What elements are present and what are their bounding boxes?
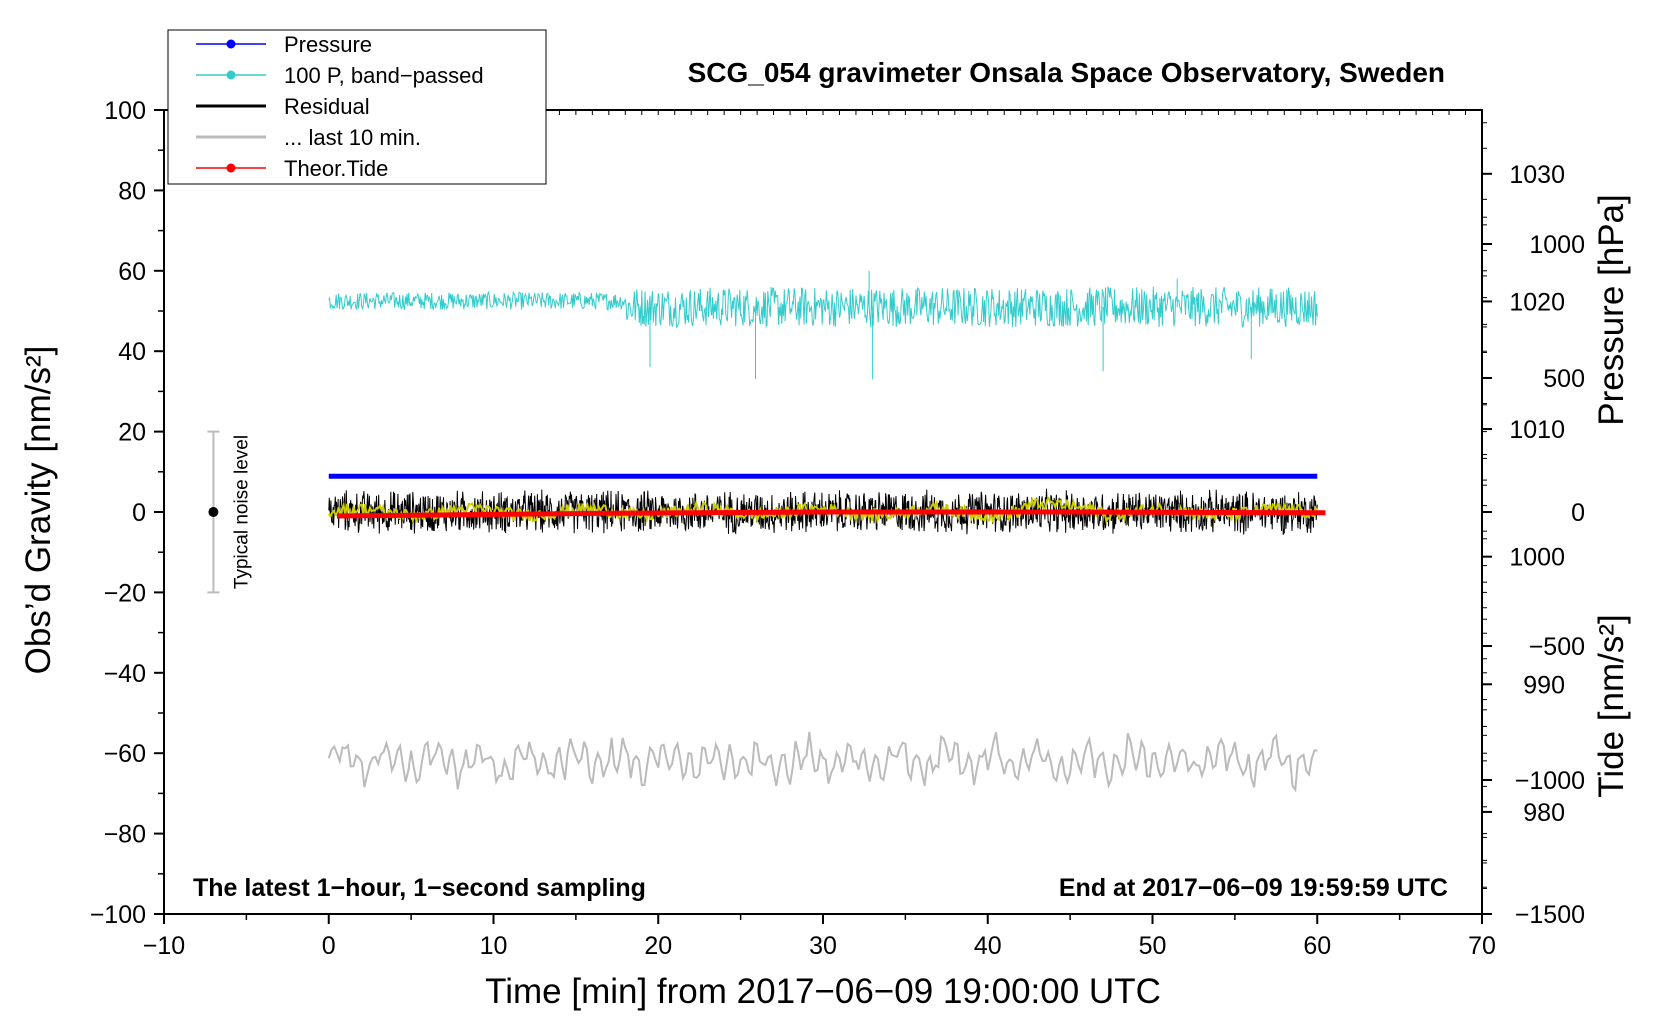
x-tick-label: 0 xyxy=(322,932,336,960)
y-tick-label: −100 xyxy=(90,901,146,929)
y-axis-gravity: 100 80 60 40 20 0 −20 −40 −60 −80 −100 xyxy=(90,97,164,929)
legend: Pressure 100 P, band−passed Residual ... la… xyxy=(167,29,547,185)
pressure-tick-label: 990 xyxy=(1523,671,1565,699)
series-layer xyxy=(327,270,1326,793)
series-theor-tide xyxy=(336,509,1326,519)
y-tick-label: −80 xyxy=(104,821,146,849)
y-tick-label: 80 xyxy=(118,177,146,205)
y-axis-label-left: Obs’d Gravity [nm/s²] xyxy=(19,346,58,675)
legend-label: Residual xyxy=(284,94,370,119)
pressure-tick-label: 1000 xyxy=(1509,544,1565,572)
x-tick-label: 40 xyxy=(974,932,1002,960)
pressure-tick-label: 980 xyxy=(1523,799,1565,827)
noise-label: Typical noise level xyxy=(231,435,252,589)
x-tick-label: −10 xyxy=(143,932,185,960)
x-axis-label: Time [min] from 2017−06−09 19:00:00 UTC xyxy=(485,972,1161,1011)
x-tick-label: 70 xyxy=(1468,932,1496,960)
y-tick-label: 60 xyxy=(118,258,146,286)
x-tick-label: 30 xyxy=(809,932,837,960)
legend-label: 100 P, band−passed xyxy=(284,63,484,88)
tide-tick-label: 0 xyxy=(1571,499,1585,527)
y-axis-tide: 1000 500 0 −500 −1000 −1500 xyxy=(1482,216,1585,929)
pressure-tick-label: 1020 xyxy=(1509,288,1565,316)
noise-bar-center xyxy=(208,507,219,517)
y-tick-label: −40 xyxy=(104,660,146,688)
typical-noise-level-bar xyxy=(207,430,220,594)
x-tick-label: 60 xyxy=(1303,932,1331,960)
y-tick-label: 0 xyxy=(132,499,146,527)
y-tick-label: 40 xyxy=(118,338,146,366)
y-axis-label-pressure: Pressure [hPa] xyxy=(1592,194,1631,426)
series-band-passed-pressure xyxy=(328,270,1318,380)
pressure-tick-label: 1010 xyxy=(1509,416,1565,444)
legend-label: ... last 10 min. xyxy=(284,125,421,150)
y-tick-label: 100 xyxy=(104,97,146,125)
y-axis-pressure: 1030 1020 1010 1000 990 980 xyxy=(1482,122,1565,915)
tide-tick-label: −500 xyxy=(1529,633,1585,661)
footer-right: End at 2017−06−09 19:59:59 UTC xyxy=(1059,874,1448,902)
x-tick-label: 10 xyxy=(480,932,508,960)
pressure-tick-label: 1030 xyxy=(1509,161,1565,189)
tide-tick-label: 1000 xyxy=(1529,231,1585,259)
y-axis-label-tide: Tide [nm/s²] xyxy=(1592,614,1631,797)
tide-tick-label: 500 xyxy=(1543,365,1585,393)
legend-marker xyxy=(226,163,236,173)
x-axis: −10 0 10 20 30 40 50 60 70 xyxy=(143,914,1496,960)
y-tick-label: 20 xyxy=(118,419,146,447)
tide-tick-label: −1000 xyxy=(1515,767,1585,795)
y-tick-label: −60 xyxy=(104,740,146,768)
legend-label: Theor.Tide xyxy=(284,156,388,181)
chart-title: SCG_054 gravimeter Onsala Space Observat… xyxy=(688,57,1445,88)
series-last-10-min xyxy=(327,731,1318,793)
legend-label: Pressure xyxy=(284,32,372,57)
x-tick-label: 50 xyxy=(1139,932,1167,960)
x-tick-label: 20 xyxy=(644,932,672,960)
legend-marker xyxy=(226,70,236,80)
legend-marker xyxy=(226,39,236,49)
y-tick-label: −20 xyxy=(104,579,146,607)
footer-left: The latest 1−hour, 1−second sampling xyxy=(193,874,646,902)
tide-tick-label: −1500 xyxy=(1515,901,1585,929)
